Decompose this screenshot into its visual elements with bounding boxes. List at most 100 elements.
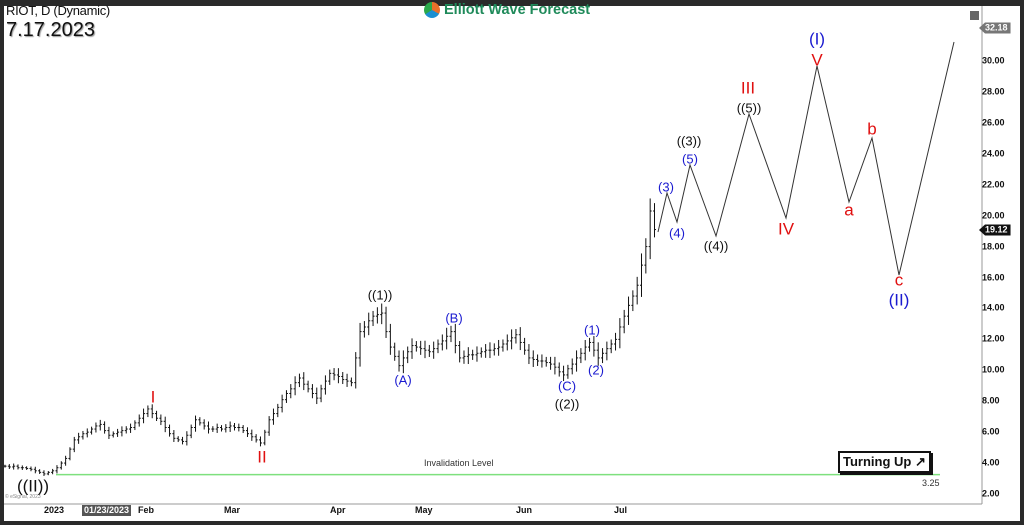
price-bar xyxy=(427,344,431,357)
wave-label: ((4)) xyxy=(703,238,729,254)
price-bar xyxy=(315,387,319,405)
price-bar xyxy=(85,428,89,438)
wave-label: ((3)) xyxy=(676,133,702,149)
y-tick: 8.00 xyxy=(982,395,1000,406)
x-tick: Feb xyxy=(138,505,155,515)
price-bar xyxy=(181,436,185,445)
chart-frame xyxy=(4,6,1020,521)
price-chart xyxy=(4,6,983,505)
price-bar xyxy=(445,327,449,350)
price-bar xyxy=(111,431,115,438)
price-bar xyxy=(176,436,180,443)
y-tick: 18.00 xyxy=(982,241,1005,252)
y-tick: 6.00 xyxy=(982,426,1000,437)
wave-label: a xyxy=(844,200,854,220)
arrow-up-right-icon: ↗ xyxy=(914,454,926,469)
price-bar xyxy=(237,423,241,432)
price-bar xyxy=(258,436,262,447)
wave-label: (2) xyxy=(588,362,604,378)
price-bar xyxy=(68,447,72,461)
copyright: © eSignal, 2023 xyxy=(5,494,41,500)
price-bar xyxy=(202,419,206,430)
y-tick: 30.00 xyxy=(982,55,1005,66)
brand-name: Elliott Wave Forecast xyxy=(444,2,591,18)
logo-icon xyxy=(424,2,440,18)
wave-label: II xyxy=(257,447,267,467)
x-tick: May xyxy=(415,505,433,515)
price-bar xyxy=(185,431,189,446)
price-bar xyxy=(406,346,410,364)
price-bar xyxy=(358,322,362,367)
price-bar xyxy=(349,377,353,387)
price-bar xyxy=(254,434,258,443)
y-tick: 12.00 xyxy=(982,333,1005,344)
price-bar xyxy=(271,408,275,425)
price-bar xyxy=(562,365,566,382)
price-bar xyxy=(601,348,605,364)
price-bar xyxy=(328,369,332,385)
price-bar xyxy=(224,424,228,433)
price-bar xyxy=(423,340,427,359)
price-bar xyxy=(168,424,172,437)
x-tick: Jul xyxy=(614,505,628,515)
price-bar xyxy=(566,364,570,379)
price-bar xyxy=(146,405,150,418)
y-tick: 28.00 xyxy=(982,86,1005,97)
x-tick: Mar xyxy=(224,505,241,515)
price-bar xyxy=(306,380,310,393)
price-bar xyxy=(163,416,167,433)
price-bar xyxy=(51,468,55,475)
price-bar xyxy=(7,464,11,469)
price-bar xyxy=(414,341,418,352)
price-bar xyxy=(354,352,358,389)
maximize-button[interactable] xyxy=(970,11,979,20)
price-bar xyxy=(42,470,46,476)
price-bar xyxy=(436,339,440,354)
price-bar xyxy=(432,341,436,359)
wave-label: (3) xyxy=(658,179,674,195)
wave-label: c xyxy=(894,270,904,290)
last-price-tag: 19.12 xyxy=(979,224,1011,236)
price-bar xyxy=(648,198,652,260)
y-tick: 22.00 xyxy=(982,179,1005,190)
y-tick: 24.00 xyxy=(982,148,1005,159)
price-bar xyxy=(241,425,245,434)
price-bar xyxy=(211,426,215,432)
price-bar xyxy=(544,356,548,367)
price-bar xyxy=(276,403,280,418)
y-tick: 14.00 xyxy=(982,302,1005,313)
wave-label: IV xyxy=(777,219,795,239)
price-bar xyxy=(172,430,176,442)
price-bar xyxy=(618,318,622,349)
turning-up-text: Turning Up xyxy=(843,454,912,469)
price-bar xyxy=(536,354,540,366)
price-bar xyxy=(449,325,453,343)
price-bar xyxy=(635,276,639,305)
price-bar xyxy=(189,424,193,439)
wave-label: I xyxy=(150,387,156,407)
price-bar xyxy=(553,356,557,375)
y-tick: 26.00 xyxy=(982,117,1005,128)
wave-label: ((5)) xyxy=(736,100,762,116)
y-tick: 10.00 xyxy=(982,364,1005,375)
wave-label: (II) xyxy=(888,290,910,310)
price-bar xyxy=(59,461,63,470)
price-bar xyxy=(215,423,219,433)
price-bar xyxy=(107,426,111,440)
price-bar xyxy=(4,464,7,468)
price-bar xyxy=(505,334,509,351)
price-bar xyxy=(653,203,656,238)
price-bar xyxy=(137,414,141,427)
price-bar xyxy=(29,466,33,472)
wave-label: ((1)) xyxy=(367,287,393,303)
wave-label: (5) xyxy=(682,151,698,167)
price-bar xyxy=(540,354,544,368)
wave-label: (1) xyxy=(584,322,600,338)
price-bar xyxy=(332,368,336,381)
price-bar xyxy=(501,339,505,352)
wave-label: b xyxy=(867,119,877,139)
price-bar xyxy=(393,342,397,361)
price-bar xyxy=(81,430,85,440)
price-bar xyxy=(458,341,462,363)
price-bar xyxy=(371,310,375,327)
